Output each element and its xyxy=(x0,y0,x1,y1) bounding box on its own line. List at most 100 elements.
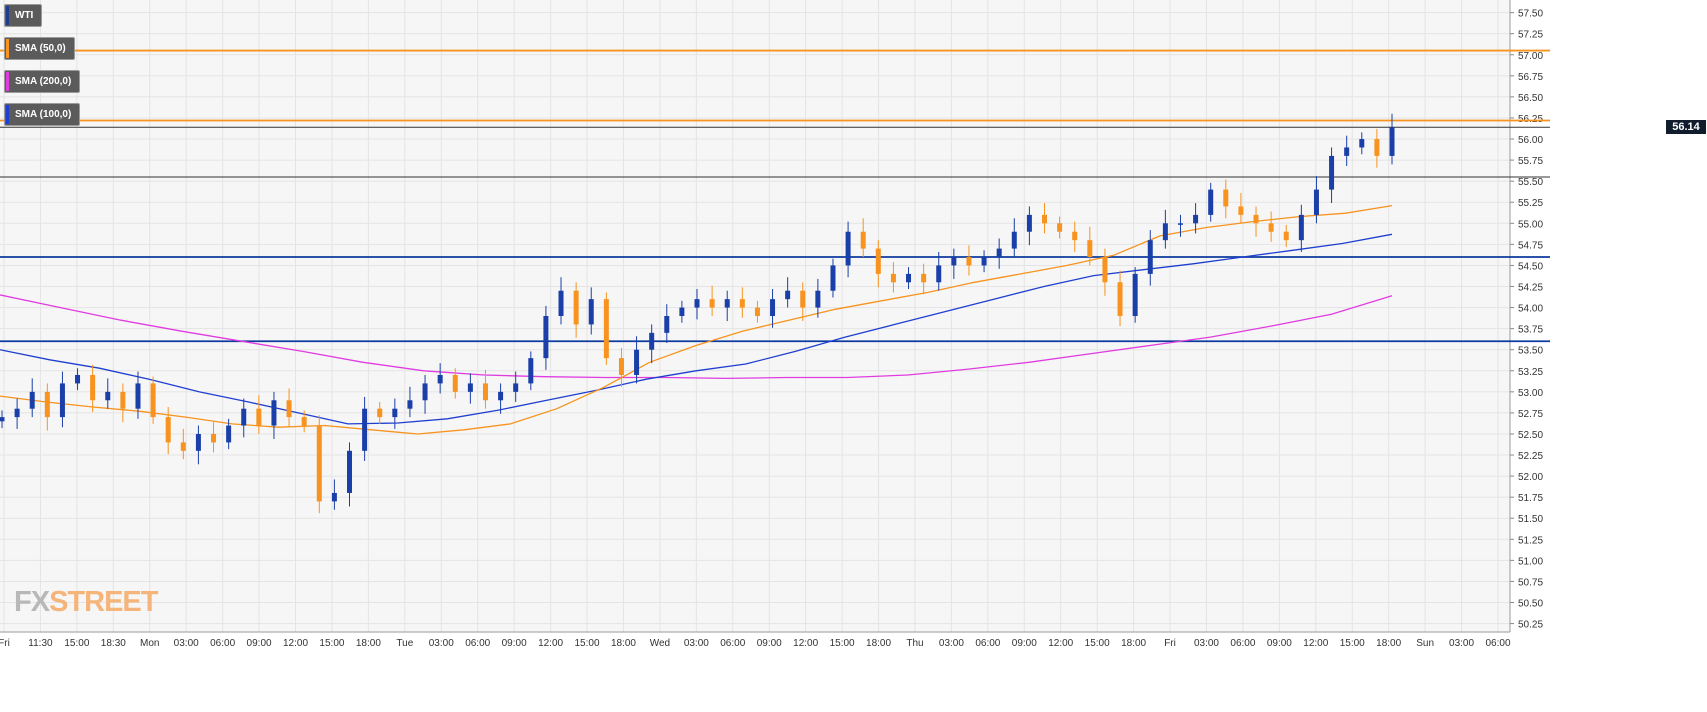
candle-body xyxy=(996,248,1002,258)
candle-body xyxy=(135,383,141,409)
x-tick-label: 15:00 xyxy=(319,638,344,649)
candle-body xyxy=(452,374,458,392)
candle-body xyxy=(422,383,428,401)
candle-body xyxy=(75,374,81,384)
candle-body xyxy=(1193,214,1199,224)
candle-body xyxy=(951,257,957,266)
candle-body xyxy=(1283,231,1289,241)
candle-body xyxy=(845,231,851,266)
x-tick-label: 12:00 xyxy=(538,638,563,649)
candle-body xyxy=(1344,147,1350,156)
candle-body xyxy=(906,273,912,283)
y-tick-label: 57.50 xyxy=(1518,9,1543,20)
candle-body xyxy=(1177,223,1183,225)
y-tick-label: 54.25 xyxy=(1518,283,1543,294)
candle-body xyxy=(921,273,927,283)
y-tick-label: 57.25 xyxy=(1518,30,1543,41)
y-tick-label: 53.75 xyxy=(1518,325,1543,336)
candle-body xyxy=(150,383,156,418)
legend-item: SMA (50,0) xyxy=(4,37,75,60)
candle-body xyxy=(1087,240,1093,258)
candle-body xyxy=(165,417,171,443)
candle-body xyxy=(377,408,383,418)
x-tick-label: 09:00 xyxy=(757,638,782,649)
x-tick-label: 09:00 xyxy=(247,638,272,649)
x-tick-label: 06:00 xyxy=(975,638,1000,649)
y-tick-label: 53.25 xyxy=(1518,367,1543,378)
x-tick-label: Fri xyxy=(1164,638,1176,649)
x-tick-label: 12:00 xyxy=(283,638,308,649)
legend: WTI SMA (50,0) SMA (200,0) SMA (100,0) xyxy=(4,4,81,132)
y-tick-label: 55.50 xyxy=(1518,177,1543,188)
legend-swatch xyxy=(6,6,9,25)
candle-body xyxy=(558,290,564,316)
x-tick-label: Thu xyxy=(906,638,923,649)
candle-body xyxy=(981,257,987,266)
x-tick-label: 09:00 xyxy=(1012,638,1037,649)
candle-body xyxy=(649,332,655,350)
x-tick-label: 18:00 xyxy=(1376,638,1401,649)
candle-body xyxy=(498,391,504,401)
candle-body xyxy=(0,417,5,422)
candle-body xyxy=(44,391,50,418)
candle-body xyxy=(347,450,352,493)
candle-body xyxy=(1313,189,1319,215)
candle-body xyxy=(1208,189,1214,215)
y-tick-label: 50.75 xyxy=(1518,577,1543,588)
candle-body xyxy=(739,299,745,308)
candle-body xyxy=(407,400,413,409)
candle-body xyxy=(634,349,640,375)
x-tick-label: Wed xyxy=(650,638,670,649)
candle-body xyxy=(1147,240,1153,274)
candle-body xyxy=(286,400,292,418)
x-tick-label: 06:00 xyxy=(1230,638,1255,649)
candle-body xyxy=(1329,155,1335,190)
y-tick-label: 54.75 xyxy=(1518,240,1543,251)
candle-body xyxy=(271,400,277,426)
candle-body xyxy=(1117,282,1123,316)
candle-body xyxy=(1042,214,1047,224)
candle-body xyxy=(664,316,670,333)
y-tick-label: 53.50 xyxy=(1518,346,1543,357)
legend-swatch xyxy=(6,72,9,91)
candle-body xyxy=(1102,257,1108,283)
candle-body xyxy=(1298,214,1304,241)
y-tick-label: 56.50 xyxy=(1518,93,1543,104)
y-tick-label: 54.00 xyxy=(1518,304,1543,315)
candle-body xyxy=(679,307,685,316)
candle-body xyxy=(513,383,519,392)
candle-body xyxy=(528,358,534,384)
x-tick-label: 03:00 xyxy=(684,638,709,649)
candle-body xyxy=(785,290,791,300)
candle-body xyxy=(724,299,730,308)
x-tick-label: 12:00 xyxy=(1048,638,1073,649)
candle-body xyxy=(1072,231,1078,241)
candle-body xyxy=(1374,139,1380,156)
candle-body xyxy=(331,492,337,502)
legend-label: SMA (200,0) xyxy=(15,76,72,87)
x-tick-label: 18:00 xyxy=(611,638,636,649)
x-tick-label: 11:30 xyxy=(28,638,53,649)
candle-body xyxy=(29,391,35,409)
candle-body xyxy=(618,358,624,375)
candle-body xyxy=(241,408,247,426)
candle-body xyxy=(800,290,806,308)
legend-item: SMA (200,0) xyxy=(4,70,81,93)
legend-label: SMA (50,0) xyxy=(15,43,66,54)
last-price-tag: 56.14 xyxy=(1666,120,1706,135)
x-tick-label: 06:00 xyxy=(465,638,490,649)
candle-body xyxy=(316,425,322,502)
sma-50-line xyxy=(0,204,1393,435)
x-tick-label: Tue xyxy=(396,638,413,649)
candle-body xyxy=(543,316,549,359)
y-tick-label: 54.50 xyxy=(1518,261,1543,272)
candle-body xyxy=(195,433,201,451)
sma-200-line xyxy=(0,294,1393,380)
candle-body xyxy=(936,265,942,283)
x-tick-label: 18:30 xyxy=(101,638,126,649)
x-tick-label: 06:00 xyxy=(720,638,745,649)
y-tick-label: 52.00 xyxy=(1518,472,1543,483)
x-tick-label: 15:00 xyxy=(830,638,855,649)
y-tick-label: 51.50 xyxy=(1518,514,1543,525)
